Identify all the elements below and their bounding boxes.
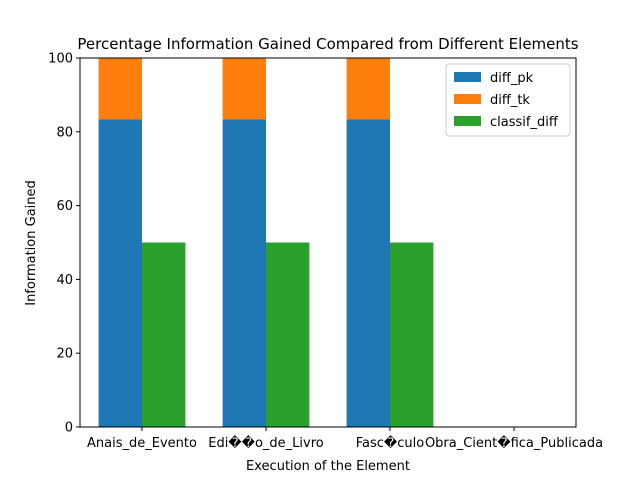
plot-area bbox=[79, 57, 577, 428]
legend: diff_pk diff_tk classif_diff bbox=[445, 63, 571, 137]
y-tick-label-80: 80 bbox=[56, 125, 73, 140]
bar-classif_diff-2 bbox=[390, 242, 434, 427]
bar-classif_diff-0 bbox=[142, 242, 186, 427]
legend-label-classif_diff: classif_diff bbox=[490, 115, 559, 130]
y-axis: 0 20 40 60 80 100 bbox=[48, 52, 80, 436]
x-tick-label-2: Fasc�culo bbox=[356, 434, 424, 451]
bar-diff_pk-2 bbox=[346, 119, 390, 427]
bar-diff_tk-0 bbox=[98, 58, 142, 120]
legend-label-diff_tk: diff_tk bbox=[490, 93, 530, 108]
bar-diff_pk-1 bbox=[222, 119, 266, 427]
y-tick-label-60: 60 bbox=[56, 199, 73, 214]
y-tick-label-20: 20 bbox=[56, 347, 73, 362]
x-axis-label: Execution of the Element bbox=[246, 459, 410, 474]
bar-diff_tk-2 bbox=[346, 58, 390, 120]
legend-swatch-classif_diff bbox=[454, 116, 481, 126]
legend-label-diff_pk: diff_pk bbox=[490, 71, 534, 86]
y-tick-label-100: 100 bbox=[48, 52, 73, 67]
x-tick-label-3: Obra_Cient�fica_Publicada bbox=[425, 434, 603, 451]
x-axis: Anais_de_Evento Edi��o_de_Livro Fasc�culo O… bbox=[87, 427, 603, 451]
y-tick-label-0: 0 bbox=[65, 421, 73, 436]
x-tick-label-1: Edi��o_de_Livro bbox=[208, 434, 324, 451]
x-tick-label-0: Anais_de_Evento bbox=[87, 436, 197, 451]
legend-swatch-diff_pk bbox=[454, 72, 481, 82]
bar-diff_tk-1 bbox=[222, 58, 266, 120]
y-tick-label-40: 40 bbox=[56, 273, 73, 288]
bar-diff_pk-0 bbox=[98, 119, 142, 427]
y-axis-label: Information Gained bbox=[24, 180, 39, 306]
plot-frame bbox=[79, 57, 577, 428]
chart-title: Percentage Information Gained Compared f… bbox=[77, 35, 578, 53]
legend-swatch-diff_tk bbox=[454, 94, 481, 104]
bar-classif_diff-1 bbox=[266, 242, 310, 427]
